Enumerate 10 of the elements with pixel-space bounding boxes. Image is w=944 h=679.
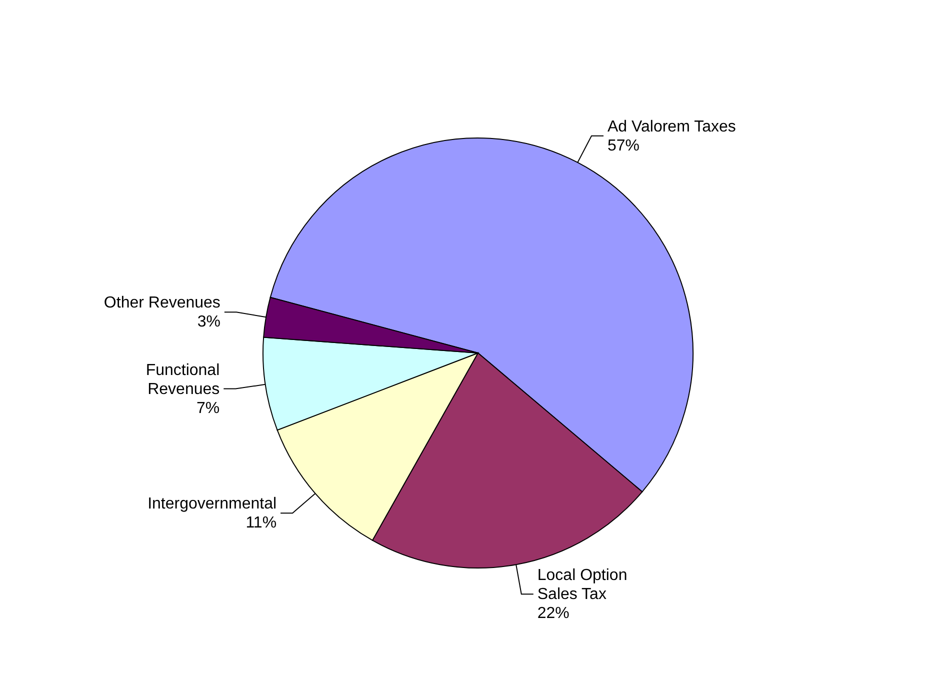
slice-label: Intergovernmental: [148, 496, 277, 513]
slice-label: Local Option Sales Tax: [537, 567, 628, 604]
slice-label: Functional Revenues: [146, 362, 220, 398]
data-label: 11%: [246, 514, 277, 532]
data-label: 7%: [196, 400, 220, 417]
data-label: 3%: [197, 314, 220, 331]
data-label: 22%: [537, 605, 570, 622]
data-label: 57%: [608, 137, 640, 154]
slice-label: Ad Valorem Taxes: [608, 118, 736, 136]
slice-label: Other Revenues: [104, 294, 220, 312]
